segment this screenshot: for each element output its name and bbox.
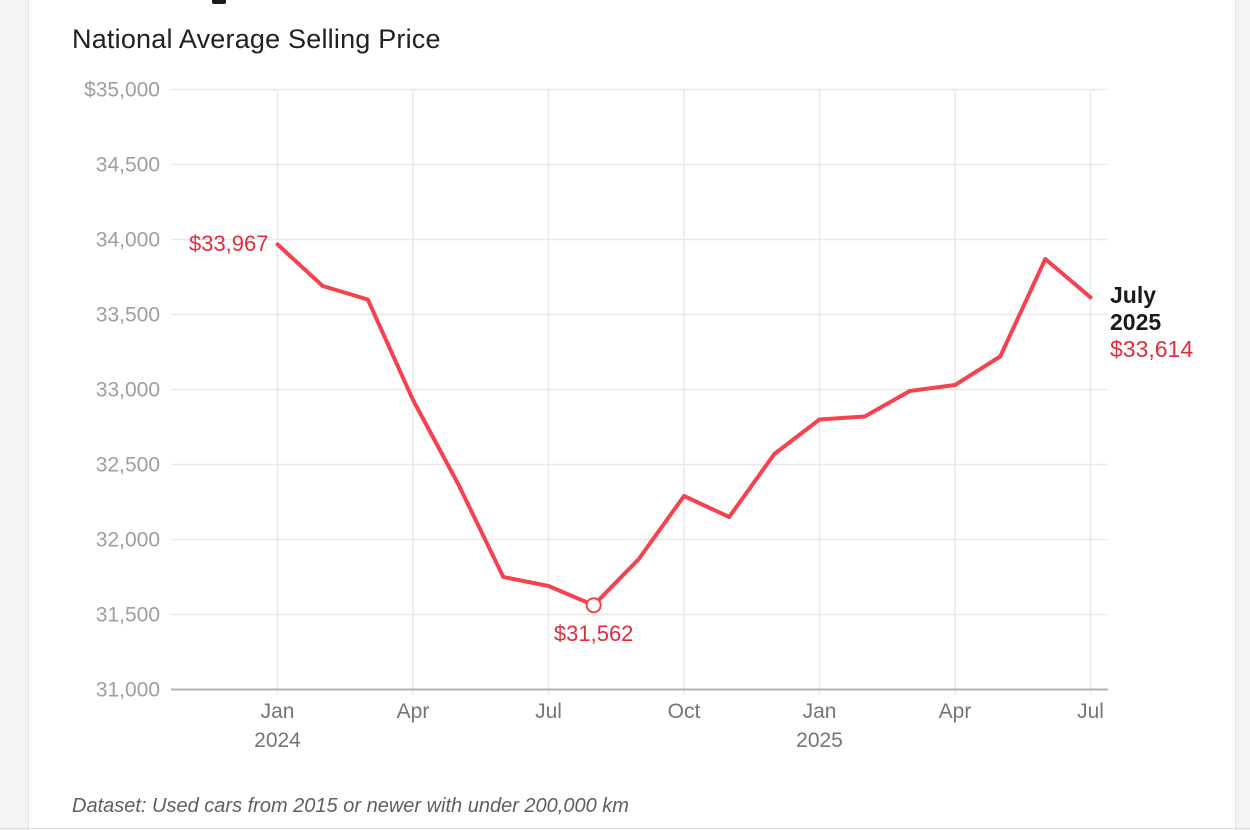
x-axis-label: Jul [1077, 700, 1104, 723]
x-axis-label: Apr [939, 700, 972, 723]
price-line [275, 242, 1093, 608]
annotation-first-value: $33,967 [188, 231, 269, 257]
y-axis-label: 33,500 [96, 304, 160, 327]
chart-card [28, 0, 1236, 830]
bottom-divider [0, 828, 1250, 829]
x-axis-label: Jan [261, 700, 295, 723]
y-axis-label: 32,000 [96, 529, 160, 552]
annotation-latest-value: $33,614 [1110, 336, 1194, 363]
y-axis-label: 31,500 [96, 604, 160, 627]
x-axis-label: Oct [668, 700, 701, 723]
y-axis-label: 32,500 [96, 454, 160, 477]
min-point-marker [585, 597, 602, 614]
x-axis-label: Jan [803, 700, 837, 723]
y-axis-label: 33,000 [96, 379, 160, 402]
y-axis-label: 34,000 [96, 229, 160, 252]
x-axis-label: Jul [535, 700, 562, 723]
x-axis-label: Apr [397, 700, 430, 723]
chart-title: National Average Selling Price [72, 24, 441, 54]
cropped-heading-fragment [212, 0, 226, 4]
x-axis-year-label: 2024 [254, 729, 301, 752]
annotation-latest: July 2025 $33,614 [1110, 282, 1193, 363]
dataset-caption: Dataset: Used cars from 2015 or newer wi… [72, 795, 629, 817]
y-axis-label: 31,000 [96, 679, 160, 702]
annotation-latest-month: July [1110, 282, 1157, 309]
x-axis-year-label: 2025 [796, 729, 843, 752]
annotation-min-value: $31,562 [553, 621, 634, 647]
y-axis-label: 34,500 [96, 154, 160, 177]
y-axis-label: $35,000 [84, 79, 160, 102]
annotation-latest-year: 2025 [1110, 309, 1162, 336]
